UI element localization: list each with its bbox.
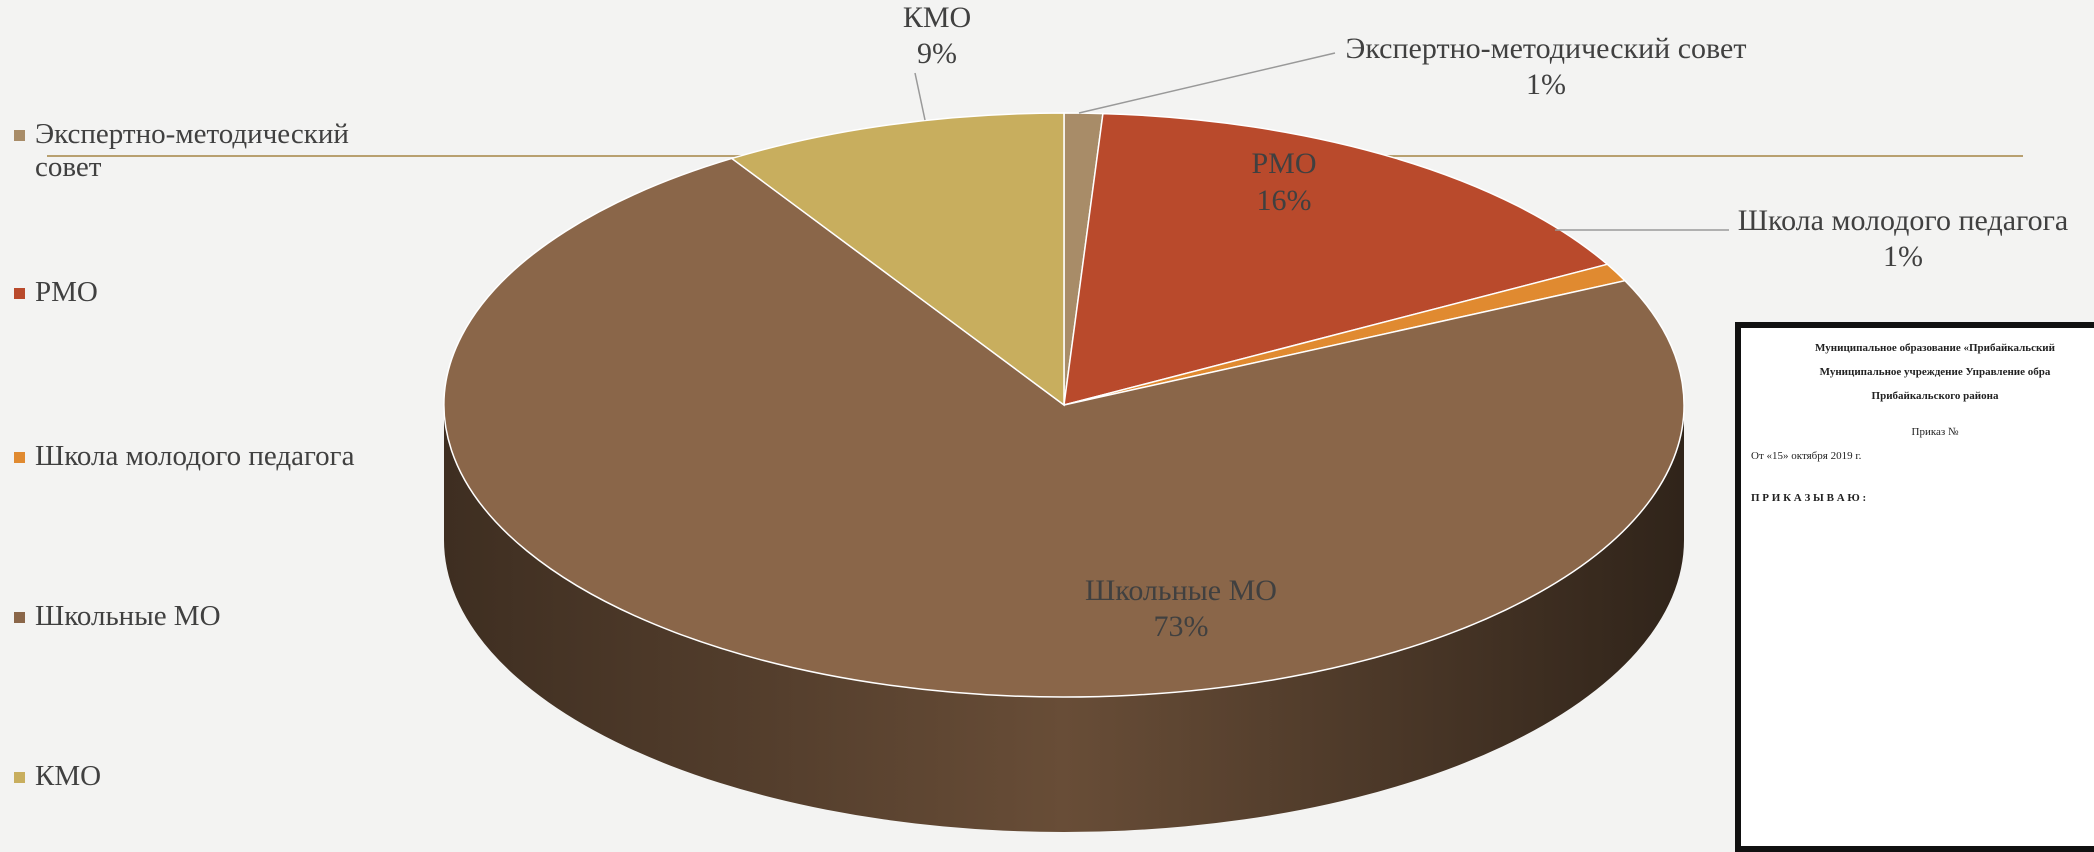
data-label-name: КМО xyxy=(903,1,971,34)
legend-item: КМО xyxy=(14,760,394,793)
data-label: 1% xyxy=(1883,240,1923,273)
leader-line xyxy=(915,73,925,120)
legend-item: Экспертно-методический совет xyxy=(14,118,394,184)
data-label-name: Школа молодого педагога xyxy=(1738,204,2068,237)
legend-swatch xyxy=(14,772,25,783)
data-label: 16% xyxy=(1257,184,1312,217)
data-label-name: РМО xyxy=(1251,147,1316,180)
data-label: 1% xyxy=(1526,68,1566,101)
legend-swatch xyxy=(14,612,25,623)
doc-line: Муниципальное образование «Прибайкальски… xyxy=(1751,342,2094,354)
legend-label: Школа молодого педагога xyxy=(35,440,354,473)
document-image: Муниципальное образование «Прибайкальски… xyxy=(1735,322,2094,852)
legend-item: Школа молодого педагога xyxy=(14,440,394,473)
legend-item: РМО xyxy=(14,276,394,309)
data-label-name: Экспертно-методический совет xyxy=(1346,32,1747,65)
legend-label: КМО xyxy=(35,760,101,793)
doc-line: От «15» октября 2019 г. xyxy=(1751,450,2094,462)
slide: Экспертно-методический совет1%РМО16%Школ… xyxy=(0,0,2094,837)
legend-label: Школьные МО xyxy=(35,600,221,633)
legend-swatch xyxy=(14,452,25,463)
doc-line: П Р И К А З Ы В А Ю : xyxy=(1751,492,2094,504)
doc-line: Муниципальное учреждение Управление обра xyxy=(1751,366,2094,378)
doc-line: Прибайкальского района xyxy=(1751,390,2094,402)
data-label: 9% xyxy=(917,37,957,70)
leader-line xyxy=(1079,53,1335,113)
legend-item: Школьные МО xyxy=(14,600,394,633)
legend-label: РМО xyxy=(35,276,98,309)
legend-swatch xyxy=(14,288,25,299)
data-label-name: Школьные МО xyxy=(1085,574,1277,607)
legend-swatch xyxy=(14,130,25,141)
data-label: 73% xyxy=(1154,610,1209,643)
legend-label: Экспертно-методический совет xyxy=(35,118,394,184)
doc-line: Приказ № xyxy=(1751,426,2094,438)
